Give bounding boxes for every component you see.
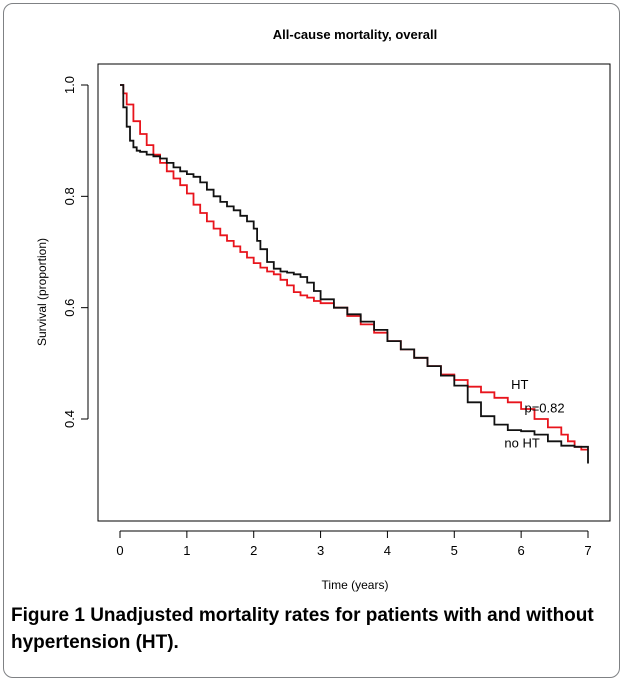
series-line-no-ht [120,84,589,464]
x-tick-label: 7 [584,543,591,558]
x-tick-label: 0 [116,543,123,558]
x-tick-label: 3 [317,543,324,558]
x-tick-label: 2 [250,543,257,558]
plot-area-border [97,63,611,522]
figure-caption-text: Unadjusted mortality rates for patients … [11,605,594,653]
y-axis: 0.4 0.6 0.8 1.0 [62,76,89,428]
figure-caption: Figure 1 Unadjusted mortality rates for … [11,602,611,656]
x-axis: 0 1 2 3 4 5 6 7 [116,530,592,558]
chart-title: All-cause mortality, overall [273,27,438,42]
y-axis-label: Survival (proportion) [35,238,49,346]
figure-label: Figure 1 [11,605,85,626]
annotation-no-ht: no HT [504,435,539,450]
x-axis-label: Time (years) [322,578,389,592]
series-line-ht [120,84,588,451]
y-tick-label: 1.0 [62,76,77,94]
y-tick-label: 0.4 [62,410,77,428]
x-tick-label: 1 [183,543,190,558]
annotation-layer: HT p=0.82 no HT [504,377,564,450]
x-tick-label: 4 [384,543,391,558]
y-tick-label: 0.6 [62,299,77,317]
series-layer [120,84,589,464]
survival-chart: All-cause mortality, overall 0 1 2 3 4 5 6 7 0.… [35,27,611,592]
annotation-p-0-82: p=0.82 [524,400,564,415]
x-tick-label: 6 [518,543,525,558]
x-tick-label: 5 [451,543,458,558]
figure-frame [3,3,620,678]
y-tick-label: 0.8 [62,187,77,205]
annotation-ht: HT [511,377,528,392]
